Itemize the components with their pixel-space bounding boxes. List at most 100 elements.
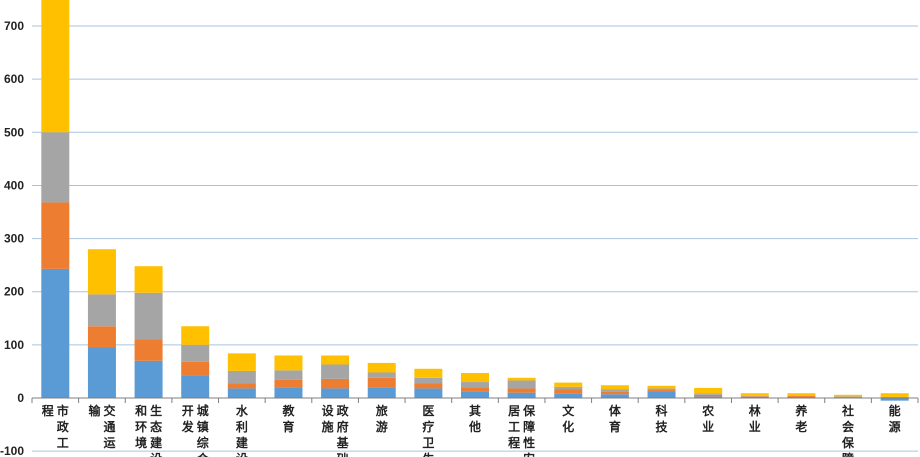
category-label: 社会保障 — [841, 403, 855, 457]
category-label-column: 居工程 — [508, 404, 520, 450]
category-label: 教育 — [281, 403, 295, 434]
category-label-column: 市政工 — [57, 403, 70, 450]
bar-segment — [414, 388, 443, 398]
bar-segment — [694, 396, 723, 398]
bar-segment — [740, 393, 769, 396]
bar-segment — [787, 395, 816, 397]
bar-segment — [274, 370, 303, 380]
bar-segment — [600, 394, 629, 398]
bar-segment — [134, 266, 163, 293]
bar-segment — [554, 386, 583, 390]
bar-segment — [321, 355, 350, 365]
category-label: 旅游 — [376, 403, 388, 434]
category-label-column: 社会保障 — [841, 403, 855, 457]
bar-segment — [87, 294, 116, 327]
category-label-column: 和环境… — [134, 403, 147, 457]
bar-segment — [134, 339, 163, 361]
bar-segment — [507, 380, 536, 389]
bar-segment — [134, 360, 163, 398]
bar-segment — [274, 379, 303, 388]
bar-segment — [181, 361, 210, 376]
bar-segment — [367, 377, 396, 388]
bar-segment — [647, 388, 676, 391]
bar-segment — [321, 364, 350, 379]
category-label-column: 科技 — [656, 403, 669, 434]
bar-segment — [787, 395, 816, 396]
y-tick-label: 300 — [4, 232, 24, 246]
category-label-column: 生态建设 — [149, 403, 163, 457]
bar-segment — [554, 393, 583, 398]
bar-segment — [227, 388, 256, 398]
category-label-column: 能源 — [889, 403, 901, 434]
category-label-column: 水利建设 — [235, 403, 249, 457]
bar-segment — [461, 387, 489, 392]
bar-segment — [600, 385, 629, 390]
bar-segment — [880, 398, 909, 401]
x-axis: 市政工程交通运输生态建设和环境…城镇综合开发水利建设教育政府基础设施旅游医疗卫生… — [31, 397, 919, 457]
bar-segment — [181, 326, 210, 345]
category-label: 体育 — [609, 403, 622, 434]
bar-segment — [87, 347, 116, 398]
y-axis: -100 0 100 200 300 400 500 600 700 — [0, 19, 24, 457]
bar-segment — [647, 390, 676, 392]
category-label: 养老 — [794, 403, 807, 434]
bar-segment — [274, 387, 303, 398]
category-label: 文化 — [562, 403, 575, 434]
bar-segment — [694, 387, 723, 394]
bar-segment — [227, 370, 256, 384]
bar-segment — [554, 382, 583, 387]
category-label: 水利建设 — [235, 403, 249, 457]
category-label-column: 开发 — [181, 404, 195, 434]
y-tick-label: 400 — [4, 178, 24, 192]
y-tick-label: 700 — [4, 19, 24, 33]
bar-segment — [834, 396, 863, 397]
category-label: 能源 — [889, 403, 901, 434]
category-label-column: 其他 — [468, 403, 481, 434]
category-label: 政府基础设施 — [322, 403, 350, 457]
category-label: 其他 — [468, 403, 481, 434]
category-label-column: 城镇综合 — [197, 403, 210, 457]
gridlines — [32, 25, 918, 452]
y-tick-label: 600 — [4, 72, 24, 86]
y-tick-label: 100 — [4, 338, 24, 352]
category-label-column: 设施 — [322, 403, 335, 434]
bar-segment — [87, 249, 116, 295]
bar-segment — [554, 389, 583, 394]
category-label-column: 医疗卫生 — [422, 404, 434, 457]
category-label: 保障性安居工程 — [508, 403, 536, 457]
bar-segment — [507, 388, 536, 393]
category-label-column: 教育 — [281, 403, 295, 434]
bar-segment — [41, 202, 70, 269]
category-label-column: 林业 — [749, 403, 761, 434]
bar-segment — [647, 385, 676, 389]
bars — [41, 0, 909, 401]
bar-segment — [600, 391, 629, 395]
bar-segment — [694, 394, 723, 397]
category-label-column: 旅游 — [376, 403, 388, 434]
bar-segment — [227, 353, 256, 371]
bar-segment — [880, 396, 909, 398]
bar-segment — [41, 0, 70, 133]
y-tick-label: -100 — [0, 444, 24, 457]
bar-segment — [321, 388, 350, 398]
bar-segment — [414, 377, 443, 384]
category-label-column: 交通运 — [103, 403, 115, 450]
category-label-column: 文化 — [562, 403, 575, 434]
bar-segment — [274, 355, 303, 371]
bar-segment — [787, 393, 816, 396]
y-tick-label: 0 — [17, 391, 24, 405]
bar-segment — [834, 394, 863, 397]
category-label: 城镇综合开发 — [181, 403, 210, 457]
category-label-column: 体育 — [609, 403, 622, 434]
category-label-column: 农业 — [701, 403, 714, 434]
bar-segment — [227, 383, 256, 389]
bar-segment — [461, 391, 489, 398]
bar-segment — [367, 362, 396, 373]
category-label-column: 输 — [88, 403, 101, 418]
bar-segment — [461, 382, 489, 388]
bar-segment — [694, 393, 723, 395]
bar-segment — [740, 395, 769, 397]
bar-segment — [367, 372, 396, 378]
